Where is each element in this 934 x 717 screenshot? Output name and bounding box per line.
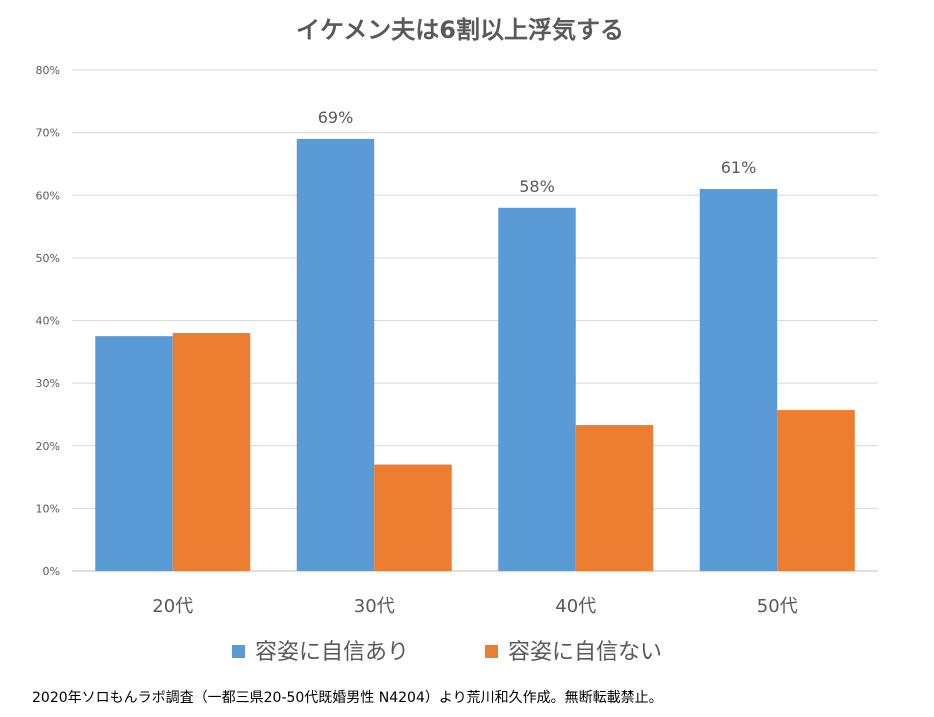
- y-tick-label: 30%: [36, 377, 60, 390]
- bar: [699, 188, 778, 572]
- y-tick-label: 60%: [36, 189, 60, 202]
- legend: 容姿に自信あり 容姿に自信ない: [232, 640, 662, 665]
- data-label: 61%: [721, 158, 757, 177]
- bar: [374, 464, 452, 571]
- x-tick-label: 20代: [152, 596, 193, 617]
- y-tick-label: 0%: [43, 565, 60, 578]
- bars: [95, 138, 855, 572]
- legend-swatch: [232, 645, 245, 658]
- bar: [575, 425, 654, 571]
- bar: [95, 336, 173, 571]
- chart-title: イケメン夫は6割以上浮気する: [296, 16, 624, 44]
- legend-swatch: [485, 645, 498, 658]
- y-tick-label: 70%: [36, 127, 60, 140]
- bar: [498, 207, 576, 571]
- y-tick-label: 40%: [36, 315, 60, 328]
- x-axis-ticks: 20代 30代 40代 50代: [152, 596, 797, 617]
- bar-chart: イケメン夫は6割以上浮気する 0% 10% 20% 30% 40% 50% 60% 70% 80…: [36, 16, 878, 665]
- x-tick-label: 40代: [555, 596, 596, 617]
- data-label: 58%: [519, 177, 555, 196]
- y-tick-label: 20%: [36, 440, 60, 453]
- y-axis-ticks: 0% 10% 20% 30% 40% 50% 60% 70% 80%: [36, 64, 60, 578]
- legend-label: 容姿に自信ない: [508, 640, 662, 665]
- footnote: 2020年ソロもんラボ調査（一都三県20-50代既婚男性 N4204）より荒川和…: [32, 690, 663, 706]
- y-tick-label: 50%: [36, 252, 60, 265]
- y-tick-label: 10%: [36, 502, 60, 515]
- data-label: 69%: [318, 108, 354, 127]
- legend-label: 容姿に自信あり: [255, 640, 409, 665]
- bar: [777, 410, 855, 571]
- data-labels: 69% 58% 61%: [318, 108, 757, 196]
- x-tick-label: 50代: [757, 596, 798, 617]
- x-tick-label: 30代: [354, 596, 395, 617]
- bar: [296, 138, 375, 571]
- y-tick-label: 80%: [36, 64, 60, 77]
- bar: [172, 333, 251, 571]
